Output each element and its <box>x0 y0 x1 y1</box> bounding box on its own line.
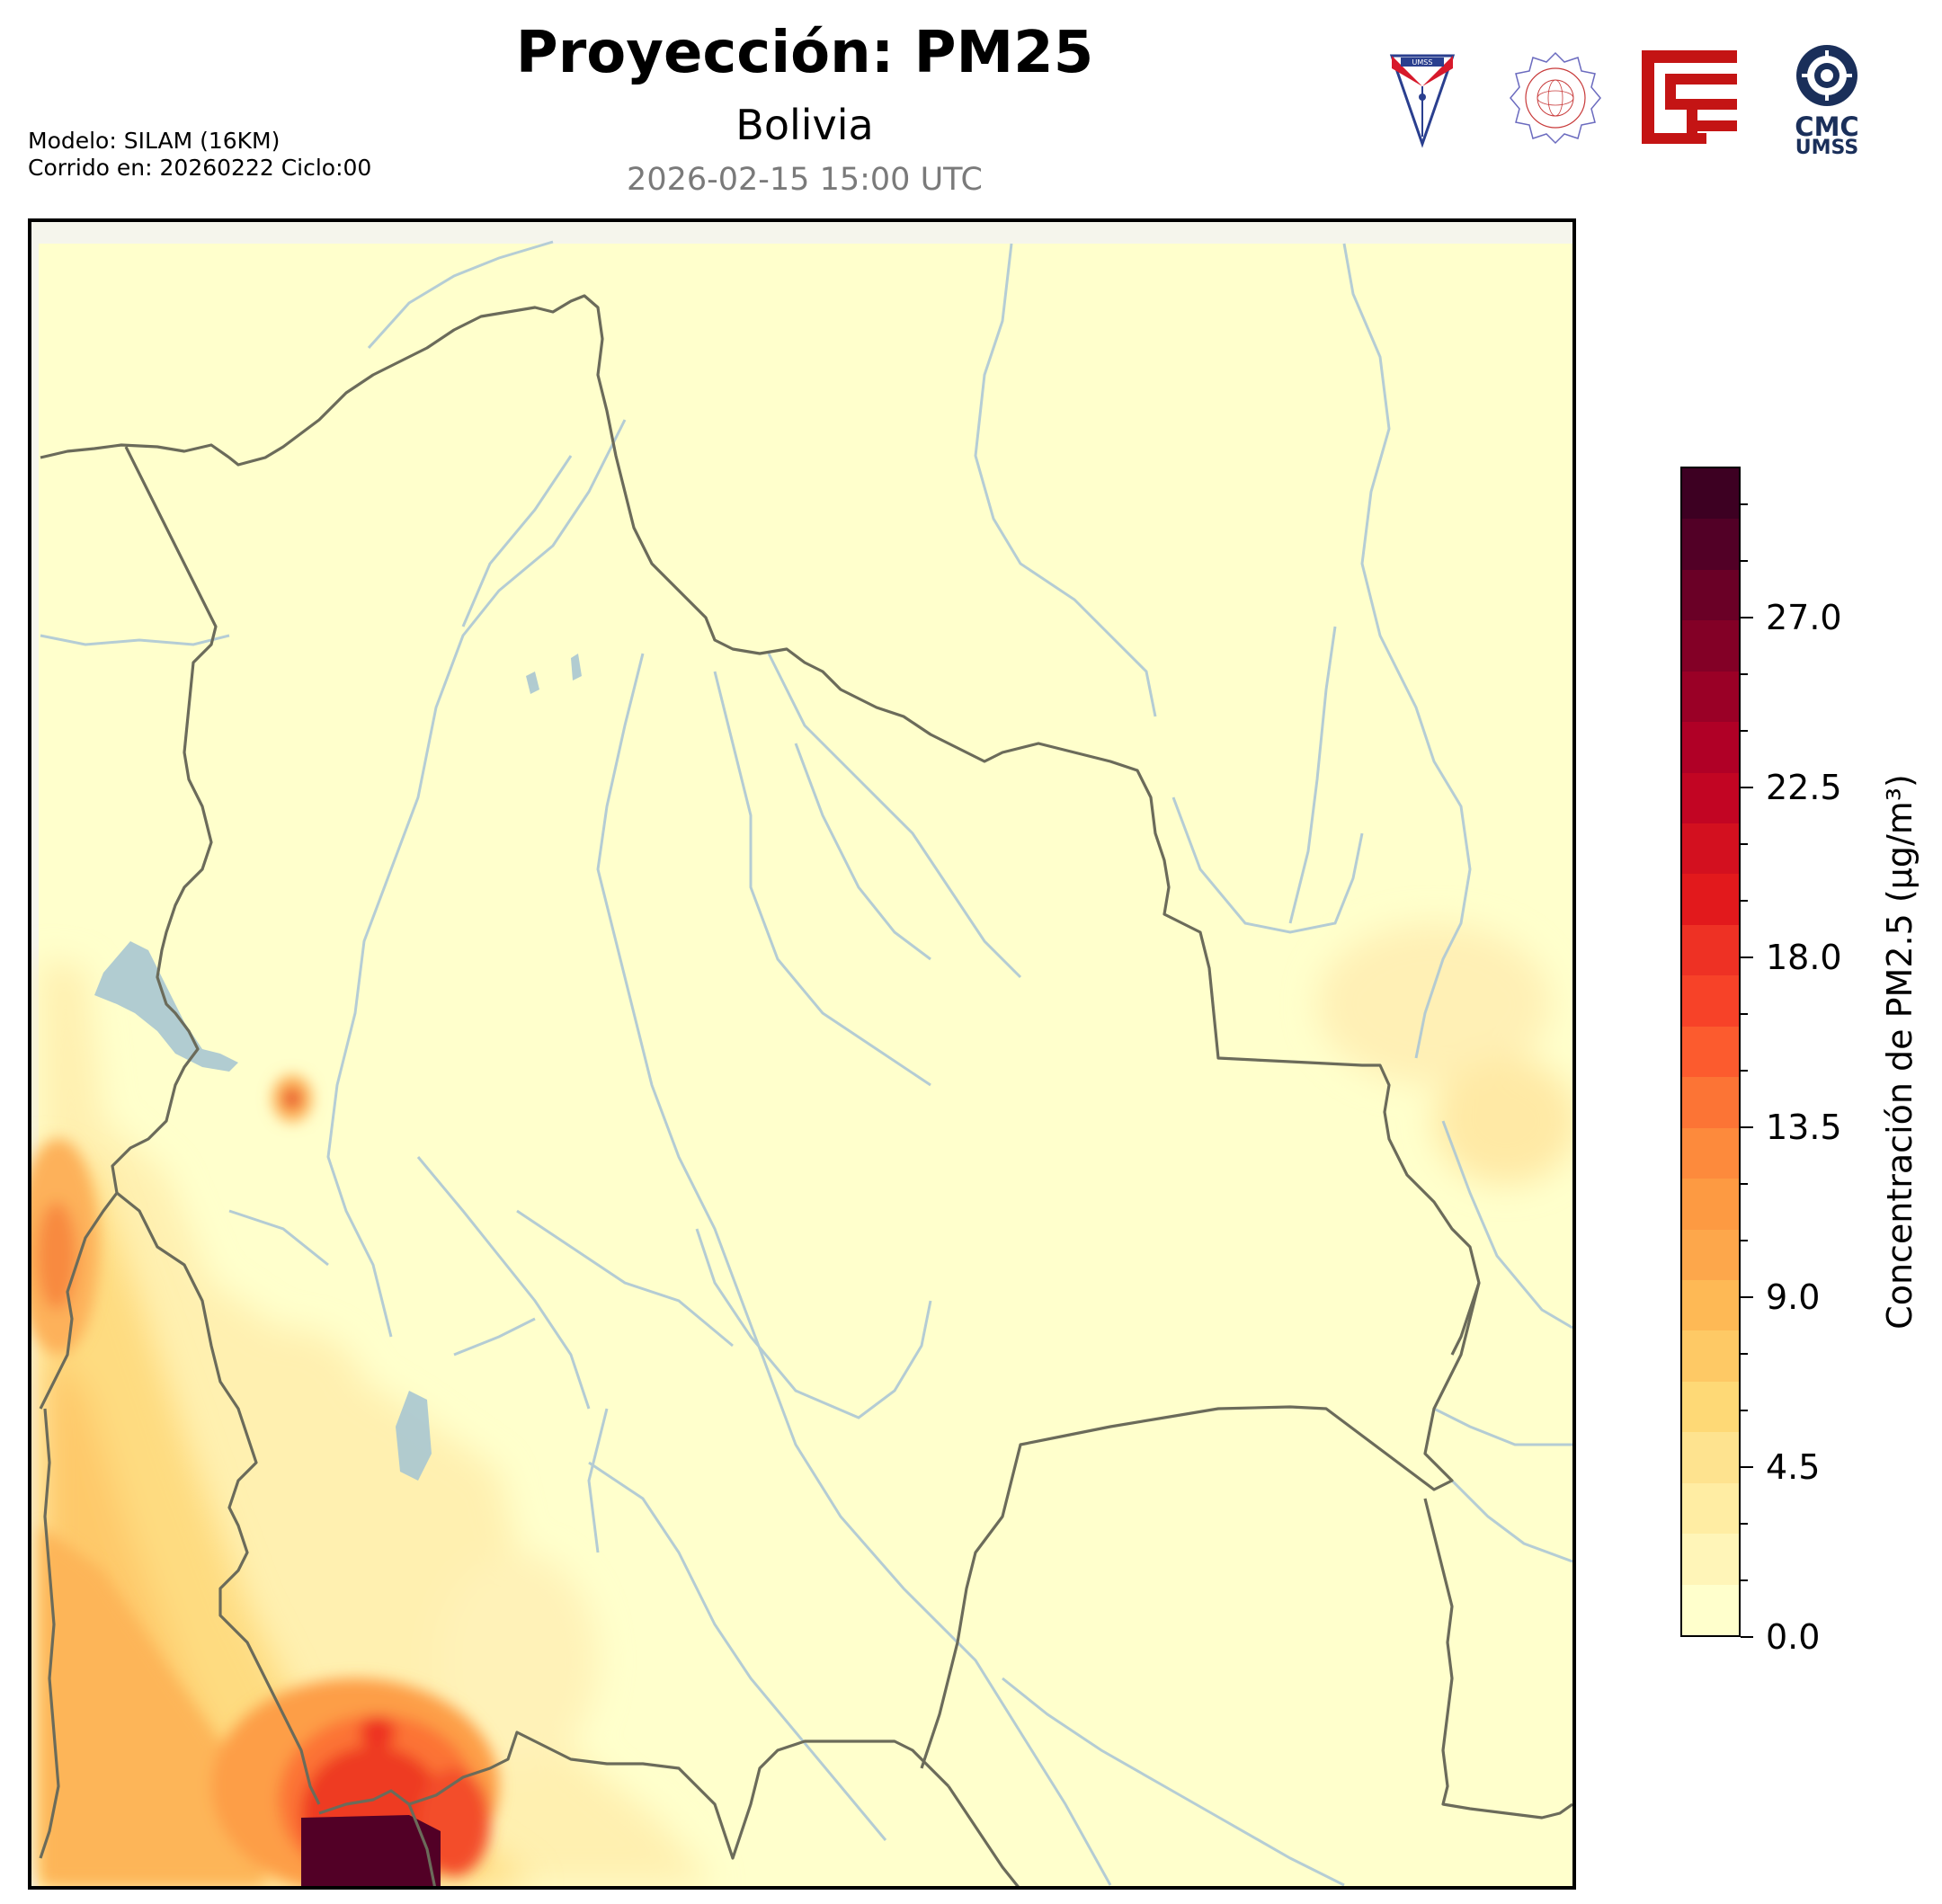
colorbar-tick-label: 0.0 <box>1766 1617 1821 1657</box>
cmc-umss-logo: CMC UMSS <box>1789 43 1861 160</box>
colorbar-segment <box>1682 569 1739 621</box>
colorbar-segment <box>1682 1228 1739 1280</box>
colorbar-segment <box>1682 1482 1739 1535</box>
colorbar-minor-tick <box>1741 560 1748 562</box>
colorbar-tick-label: 27.0 <box>1766 598 1842 637</box>
colorbar-major-tick <box>1741 787 1753 788</box>
svg-text:UMSS: UMSS <box>1412 58 1433 67</box>
pm25-hotspot <box>301 1815 441 1886</box>
model-info: Modelo: SILAM (16KM) Corrido en: 2026022… <box>28 128 371 182</box>
colorbar-major-tick <box>1741 956 1753 958</box>
colorbar-major-tick <box>1741 1466 1753 1468</box>
colorbar-minor-tick <box>1741 1410 1748 1411</box>
colorbar-segment <box>1682 1431 1739 1483</box>
model-line: Modelo: SILAM (16KM) <box>28 128 281 154</box>
colorbar-minor-tick <box>1741 1070 1748 1072</box>
colorbar-segment <box>1682 468 1739 520</box>
colorbar-segment <box>1682 721 1739 773</box>
colorbar-segment <box>1682 1026 1739 1078</box>
colorbar-ticks: 0.0 4.5 9.0 13.5 18.0 22.5 27.0 <box>1741 467 1920 1657</box>
colorbar-segment <box>1682 518 1739 570</box>
country-borders <box>39 294 1572 1886</box>
colorbar-minor-tick <box>1741 1523 1748 1525</box>
map-subtitle: Bolivia <box>735 101 874 149</box>
colorbar-minor-tick <box>1741 1183 1748 1185</box>
colorbar-segment <box>1682 1330 1739 1382</box>
departamento-fisica-seal-logo <box>1506 49 1605 151</box>
colorbar-segment <box>1682 924 1739 976</box>
colorbar-segment <box>1682 1178 1739 1230</box>
forecast-timestamp: 2026-02-15 15:00 UTC <box>627 162 983 198</box>
colorbar-segment <box>1682 772 1739 824</box>
colorbar-minor-tick <box>1741 1240 1748 1241</box>
colorbar-tick-label: 4.5 <box>1766 1447 1821 1487</box>
colorbar-minor-tick <box>1741 1013 1748 1015</box>
colorbar-tick-label: 18.0 <box>1766 938 1842 977</box>
colorbar-minor-tick <box>1741 1579 1748 1581</box>
colorbar-segment <box>1682 1533 1739 1585</box>
colorbar-major-tick <box>1741 1296 1753 1298</box>
colorbar <box>1680 467 1741 1637</box>
colorbar-major-tick <box>1741 1126 1753 1128</box>
run-line: Corrido en: 20260222 Ciclo:00 <box>28 155 372 181</box>
colorbar-major-tick <box>1741 617 1753 618</box>
map-title: Proyección: PM25 <box>515 20 1094 86</box>
colorbar-segment <box>1682 671 1739 723</box>
colorbar-segment <box>1682 823 1739 875</box>
logos-bar: UMSS <box>0 43 1942 160</box>
colorbar-segment <box>1682 1583 1739 1635</box>
umss-shield-logo: UMSS <box>1386 50 1458 153</box>
rivers <box>40 240 1572 1886</box>
colorbar-minor-tick <box>1741 730 1748 732</box>
colorbar-segment <box>1682 1381 1739 1433</box>
colorbar-tick-label: 22.5 <box>1766 768 1842 807</box>
colorbar-segment <box>1682 974 1739 1027</box>
red-geometric-logo <box>1642 50 1737 147</box>
colorbar-major-tick <box>1741 1636 1753 1638</box>
lakes <box>94 654 582 1481</box>
colorbar-segment <box>1682 1279 1739 1331</box>
colorbar-minor-tick <box>1741 1353 1748 1355</box>
colorbar-minor-tick <box>1741 843 1748 845</box>
colorbar-tick-label: 13.5 <box>1766 1108 1842 1147</box>
colorbar-minor-tick <box>1741 900 1748 902</box>
colorbar-tick-label: 9.0 <box>1766 1277 1821 1317</box>
colorbar-minor-tick <box>1741 673 1748 675</box>
colorbar-label: Concentración de PM2.5 (µg/m³) <box>1880 774 1920 1330</box>
pm25-map <box>28 218 1576 1890</box>
colorbar-segment <box>1682 1076 1739 1128</box>
colorbar-minor-tick <box>1741 503 1748 505</box>
colorbar-segment <box>1682 873 1739 925</box>
colorbar-segment <box>1682 619 1739 672</box>
colorbar-segment <box>1682 1127 1739 1179</box>
